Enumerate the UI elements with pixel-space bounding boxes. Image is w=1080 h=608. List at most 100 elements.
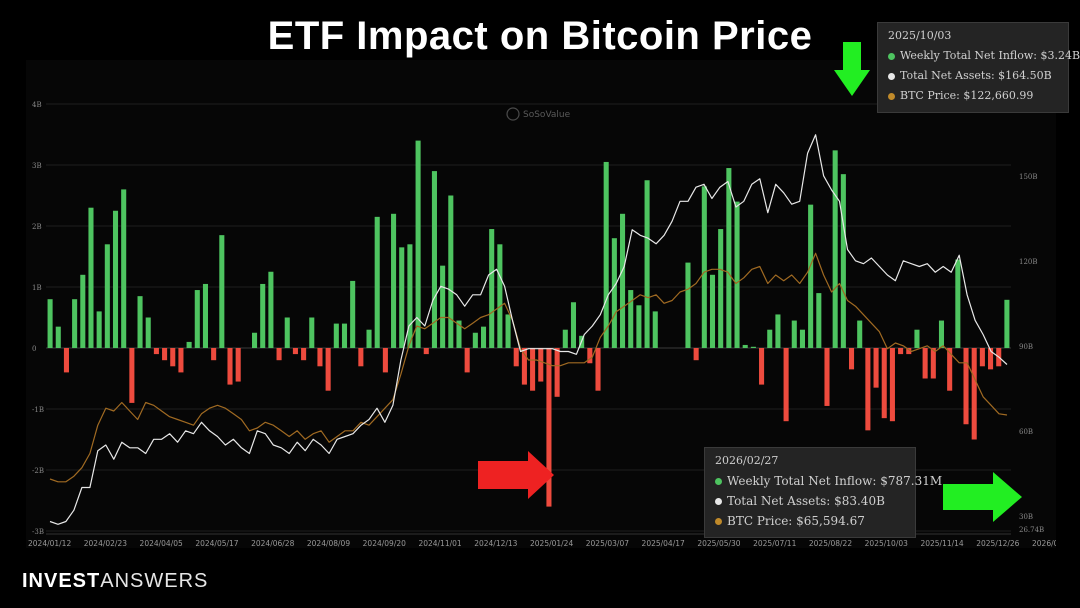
green-down-arrow-icon [834, 42, 870, 96]
tooltip-2026-02-27: 2026/02/27 Weekly Total Net Inflow: $787… [704, 447, 942, 538]
inflow-bar [366, 329, 372, 348]
inflow-bar [202, 283, 209, 348]
brand-logo: INVESTANSWERS [22, 570, 208, 593]
inflow-bar [431, 171, 437, 348]
brand-bold: INVEST [22, 570, 101, 592]
inflow-bar [63, 348, 69, 373]
inflow-bar [988, 348, 994, 370]
inflow-bar [292, 348, 298, 355]
inflow-bar [824, 348, 830, 406]
inflow-bar [750, 346, 756, 348]
left-axis-label: -2B [32, 467, 44, 475]
inflow-bar [260, 283, 266, 348]
inflow-bar [170, 348, 176, 367]
tooltip-date: 2025/10/03 [888, 29, 952, 42]
inflow-bar [759, 348, 765, 385]
inflow-bar [333, 323, 339, 348]
inflow-bar [374, 216, 380, 348]
inflow-bar [644, 180, 650, 348]
inflow-bar [628, 290, 634, 348]
x-tick-label: 2025/08/22 [809, 539, 852, 548]
right-axis-label: 26.74B [1019, 526, 1044, 534]
inflow-bar [734, 201, 740, 348]
inflow-bar [530, 348, 536, 391]
inflow-bar [538, 348, 544, 382]
inflow-bar [178, 348, 184, 373]
tooltip-price: BTC Price: $65,594.67 [727, 514, 865, 528]
inflow-bar [440, 265, 446, 348]
tooltip-date: 2026/02/27 [715, 454, 779, 467]
inflow-bar [341, 323, 348, 348]
inflow-bar [775, 314, 781, 348]
tooltip-assets: Total Net Assets: $83.40B [727, 494, 885, 508]
x-tick-label: 2025/01/24 [530, 539, 573, 548]
inflow-bar [423, 348, 429, 355]
x-tick-label: 2025/10/03 [865, 539, 908, 548]
x-tick-label: 2024/06/28 [251, 539, 294, 548]
right-axis-label: 90B [1019, 343, 1033, 351]
inflow-bar [930, 348, 936, 379]
inflow-bar [848, 348, 855, 370]
inflow-bar [129, 348, 135, 403]
inflow-bar [407, 244, 413, 348]
x-tick-label: 2025/05/30 [697, 539, 740, 548]
inflow-bar [325, 348, 331, 391]
inflow-bar [570, 302, 577, 348]
inflow-bar [186, 341, 192, 348]
inflow-bar [587, 348, 593, 364]
inflow-bar [865, 348, 871, 431]
inflow-bar [391, 213, 397, 348]
inflow-bar [914, 329, 920, 348]
inflow-bar [546, 348, 552, 507]
x-tick-label: 2025/04/17 [642, 539, 685, 548]
inflow-bars [47, 140, 1010, 507]
green-right-arrow-icon [943, 472, 1022, 522]
inflow-bar [906, 348, 912, 355]
inflow-bar [350, 280, 356, 348]
inflow-bar [808, 204, 814, 348]
inflow-bar [456, 320, 462, 348]
inflow-bar [153, 348, 159, 355]
tooltip-inflow: Weekly Total Net Inflow: $3.24B [900, 49, 1080, 62]
inflow-bar [505, 314, 511, 348]
inflow-bar [595, 348, 601, 391]
brand-light: ANSWERS [100, 570, 209, 592]
x-tick-label: 2024/11/01 [418, 539, 461, 548]
inflow-bar [513, 348, 519, 367]
inflow-bar [636, 305, 642, 348]
x-tick-label: 2025/03/07 [586, 539, 629, 548]
inflow-bar [301, 348, 307, 361]
inflow-bar [767, 329, 773, 348]
inflow-bar [955, 259, 961, 348]
right-axis-label: 120B [1019, 258, 1038, 266]
x-tick-label: 2024/08/09 [307, 539, 350, 548]
left-axis-label: 0 [32, 345, 36, 353]
right-axis: 150B 120B 90B 60B 30B 26.74B [1019, 173, 1044, 534]
price-dot-icon [888, 92, 895, 100]
inflow-bar [832, 150, 838, 348]
x-tick-label: 2025/11/14 [920, 539, 963, 548]
inflow-bar [938, 320, 945, 348]
inflow-bar [137, 296, 143, 348]
inflow-bar [489, 229, 495, 348]
inflow-bar [726, 168, 732, 348]
inflow-bar [145, 317, 151, 348]
inflow-dot-icon [888, 52, 895, 60]
inflow-bar [276, 348, 282, 361]
inflow-bar [521, 348, 527, 385]
inflow-bar [1004, 299, 1010, 348]
left-axis-label: 3B [32, 162, 42, 170]
left-axis-label: -3B [32, 528, 44, 536]
inflow-bar [963, 348, 969, 425]
right-axis-label: 60B [1019, 428, 1033, 436]
watermark: SoSoValue [523, 110, 571, 120]
inflow-bar [685, 262, 691, 348]
tooltip-inflow: Weekly Total Net Inflow: $787.31M [727, 474, 943, 488]
inflow-bar [971, 348, 977, 440]
inflow-bar [317, 348, 323, 367]
tooltip-2025-10-03: 2025/10/03 Weekly Total Net Inflow: $3.2… [877, 22, 1080, 113]
watermark-logo-icon [506, 107, 520, 121]
left-axis-label: 2B [32, 223, 42, 231]
inflow-bar [399, 247, 405, 348]
